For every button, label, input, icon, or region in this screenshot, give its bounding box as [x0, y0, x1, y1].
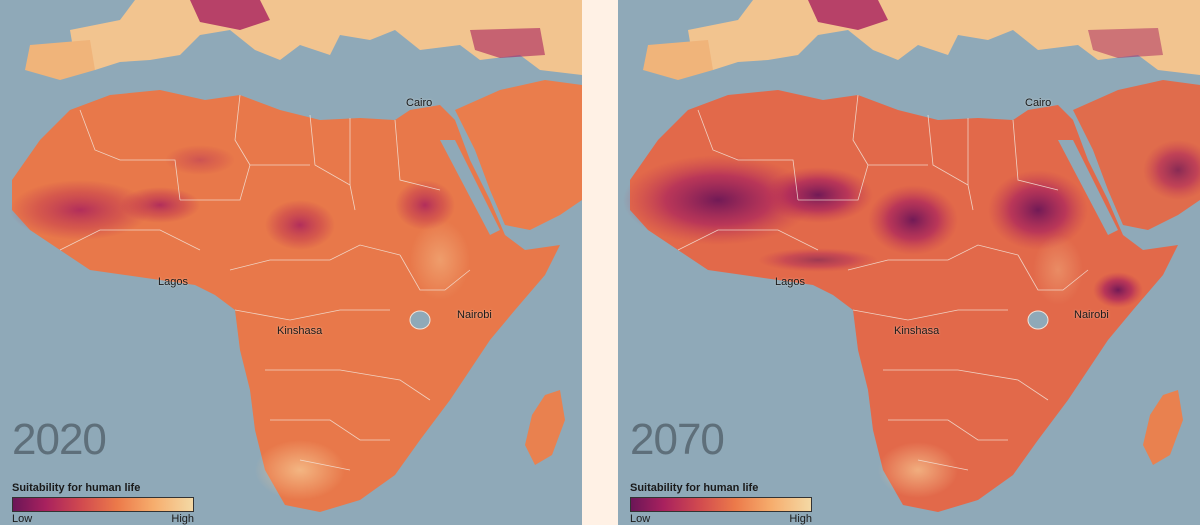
- arabia-landmass: [455, 80, 582, 230]
- map-panel-2070: Cairo Lagos Kinshasa Nairobi 2070 Suitab…: [618, 0, 1200, 525]
- europe-landmass: [70, 0, 582, 75]
- year-label: 2070: [630, 415, 725, 464]
- legend: Suitability for human life Low High: [12, 482, 194, 525]
- city-label-kinshasa: Kinshasa: [894, 325, 940, 337]
- legend-high-label: High: [789, 513, 812, 525]
- madagascar: [525, 390, 565, 465]
- city-label-cairo: Cairo: [406, 97, 433, 109]
- legend-color-scale: [630, 497, 812, 512]
- city-label-cairo: Cairo: [1025, 97, 1052, 109]
- africa-map-2020: [0, 0, 582, 525]
- city-label-lagos: Lagos: [775, 276, 805, 288]
- europe-landmass: [688, 0, 1200, 75]
- legend-title: Suitability for human life: [630, 482, 759, 494]
- city-label-nairobi: Nairobi: [1074, 309, 1109, 321]
- legend: Suitability for human life Low High: [630, 482, 812, 525]
- city-label-kinshasa: Kinshasa: [277, 325, 323, 337]
- year-label: 2020: [12, 415, 107, 464]
- legend-color-scale: [12, 497, 194, 512]
- city-label-lagos: Lagos: [158, 276, 188, 288]
- legend-title: Suitability for human life: [12, 482, 141, 494]
- legend-high-label: High: [171, 513, 194, 525]
- legend-low-label: Low: [630, 513, 651, 525]
- city-label-nairobi: Nairobi: [457, 309, 492, 321]
- map-panel-2020: Cairo Lagos Kinshasa Nairobi 2020 Suitab…: [0, 0, 582, 525]
- africa-map-2070: [618, 0, 1200, 525]
- legend-low-label: Low: [12, 513, 33, 525]
- madagascar: [1143, 390, 1183, 465]
